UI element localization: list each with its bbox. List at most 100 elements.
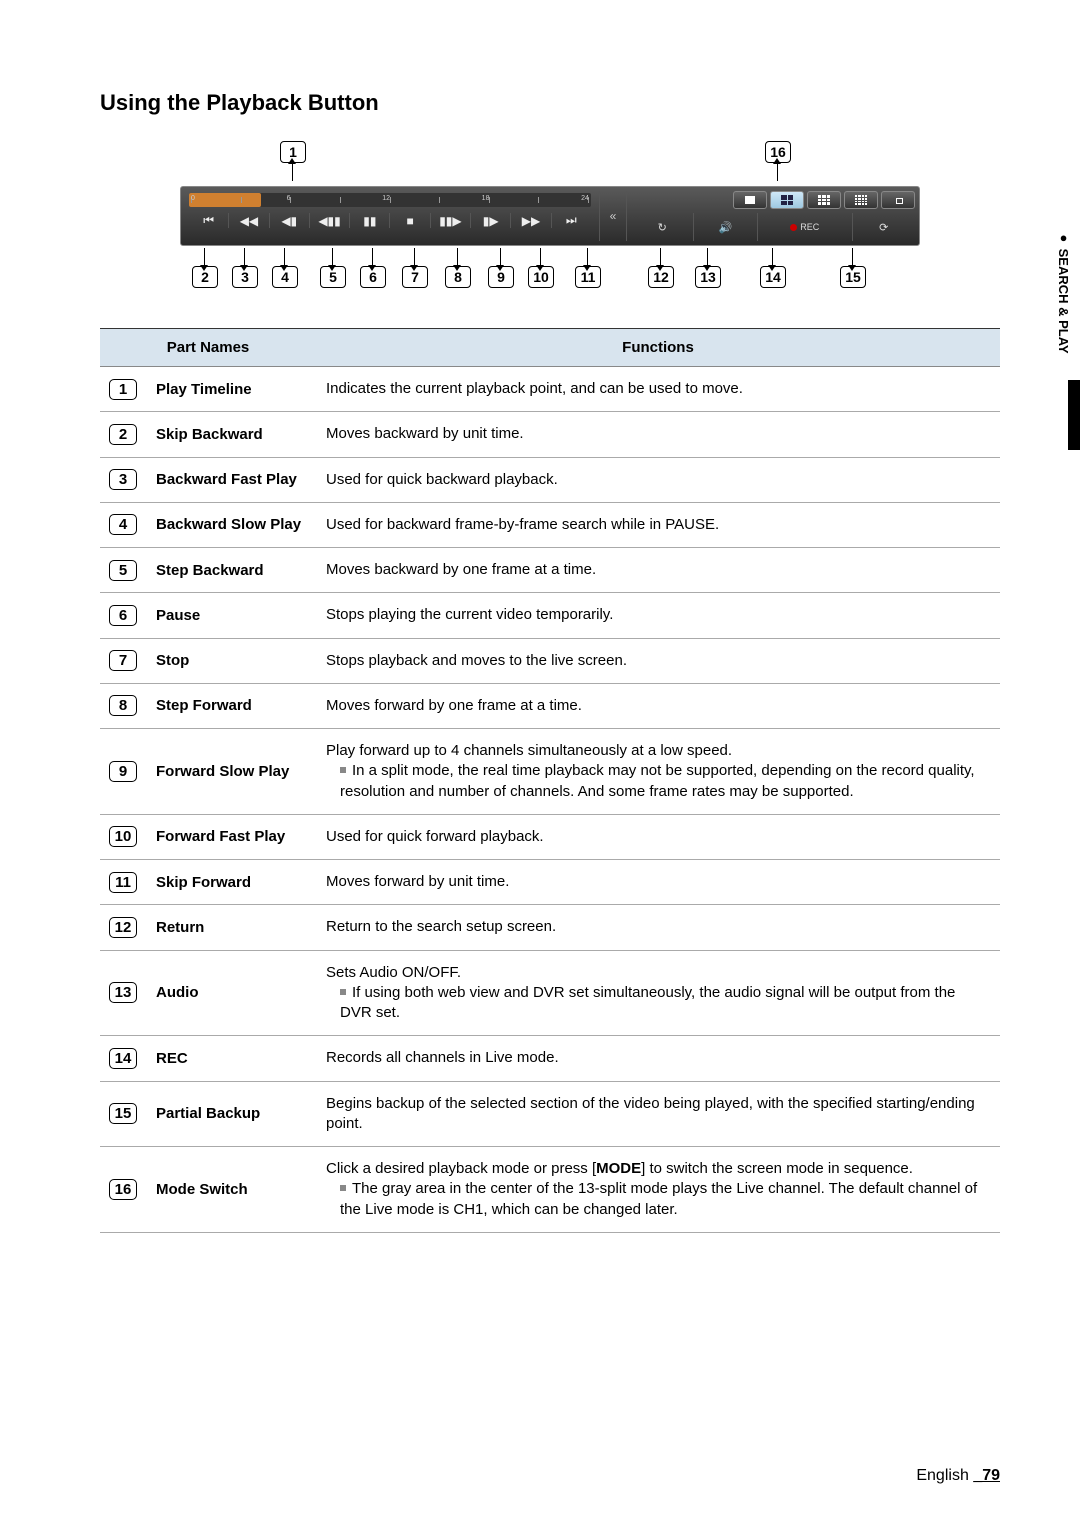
part-name: Play Timeline (146, 367, 316, 412)
function-desc: Moves forward by unit time. (316, 860, 1000, 905)
row-number: 5 (109, 560, 137, 581)
function-desc: Used for backward frame-by-frame search … (316, 502, 1000, 547)
callout-13: 13 (695, 266, 721, 288)
return-button[interactable]: ↻ (631, 213, 694, 241)
mode-16[interactable] (844, 191, 878, 209)
page-footer: English _79 (916, 1467, 1000, 1485)
partial-backup-button[interactable]: ⟳ (853, 213, 915, 241)
callout-11: 11 (575, 266, 601, 288)
table-row: 13 AudioSets Audio ON/OFF.If using both w… (100, 950, 1000, 1036)
part-name: Skip Backward (146, 412, 316, 457)
part-name: Return (146, 905, 316, 950)
part-name: Step Forward (146, 683, 316, 728)
callout-3: 3 (232, 266, 258, 288)
part-name: Stop (146, 638, 316, 683)
row-number: 4 (109, 514, 137, 535)
playback-diagram: 116 06121824 ⏮◀◀◀▮◀▮▮▮▮■▮▮▶▮▶▶▶⏭ « (180, 141, 920, 298)
table-row: 4Backward Slow PlayUsed for backward fra… (100, 502, 1000, 547)
function-desc: Moves backward by unit time. (316, 412, 1000, 457)
transport-btn-4[interactable]: ▮▮ (350, 213, 390, 228)
part-name: Mode Switch (146, 1147, 316, 1233)
callout-4: 4 (272, 266, 298, 288)
table-row: 16 Mode SwitchClick a desired playback mo… (100, 1147, 1000, 1233)
divider-icon: « (599, 191, 627, 241)
row-number: 3 (109, 469, 137, 490)
function-desc: Play forward up to 4 channels simultaneo… (316, 729, 1000, 815)
table-row: 2 Skip BackwardMoves backward by unit tim… (100, 412, 1000, 457)
audio-button[interactable]: 🔊 (694, 213, 757, 241)
callout-5: 5 (320, 266, 346, 288)
transport-btn-7[interactable]: ▮▶ (471, 213, 511, 228)
mode-4[interactable] (770, 191, 804, 209)
col-functions: Functions (316, 329, 1000, 367)
table-row: 10Forward Fast PlayUsed for quick forwar… (100, 814, 1000, 859)
part-name: Forward Fast Play (146, 814, 316, 859)
col-part-names: Part Names (100, 329, 316, 367)
function-desc: Indicates the current playback point, an… (316, 367, 1000, 412)
callout-8: 8 (445, 266, 471, 288)
play-timeline[interactable]: 06121824 (189, 193, 591, 207)
table-row: 1 Play TimelineIndicates the current play… (100, 367, 1000, 412)
callout-15: 15 (840, 266, 866, 288)
callout-2: 2 (192, 266, 218, 288)
table-row: 14 RECRecords all channels in Live mode. (100, 1036, 1000, 1081)
mode-1[interactable] (733, 191, 767, 209)
side-tab-label: ● SEARCH & PLAY (1050, 210, 1071, 354)
function-desc: Return to the search setup screen. (316, 905, 1000, 950)
row-number: 8 (109, 695, 137, 716)
transport-btn-9[interactable]: ⏭ (552, 213, 591, 228)
transport-btn-3[interactable]: ◀▮▮ (310, 213, 350, 228)
part-name: REC (146, 1036, 316, 1081)
section-heading: Using the Playback Button (100, 90, 1000, 116)
function-desc: Used for quick backward playback. (316, 457, 1000, 502)
row-number: 11 (109, 872, 137, 893)
table-row: 12 ReturnReturn to the search setup scree… (100, 905, 1000, 950)
callout-14: 14 (760, 266, 786, 288)
function-desc: Click a desired playback mode or press [… (316, 1147, 1000, 1233)
player-bar: 06121824 ⏮◀◀◀▮◀▮▮▮▮■▮▮▶▮▶▶▶⏭ « ↻ 🔊 REC ⟳ (180, 186, 920, 246)
mode-pip[interactable] (881, 191, 915, 209)
part-name: Step Backward (146, 548, 316, 593)
table-row: 3 Backward Fast PlayUsed for quick backwa… (100, 457, 1000, 502)
table-row: 8 Step ForwardMoves forward by one frame … (100, 683, 1000, 728)
row-number: 6 (109, 605, 137, 626)
table-row: 5Step BackwardMoves backward by one fram… (100, 548, 1000, 593)
transport-btn-0[interactable]: ⏮ (189, 213, 229, 228)
row-number: 15 (109, 1103, 137, 1124)
footer-lang: English (916, 1467, 968, 1484)
function-desc: Stops playing the current video temporar… (316, 593, 1000, 638)
part-name: Audio (146, 950, 316, 1036)
side-tab: ● SEARCH & PLAY (1050, 210, 1080, 460)
transport-btn-8[interactable]: ▶▶ (511, 213, 551, 228)
table-row: 9Forward Slow PlayPlay forward up to 4 c… (100, 729, 1000, 815)
part-name: Partial Backup (146, 1081, 316, 1147)
row-number: 12 (109, 917, 137, 938)
part-name: Pause (146, 593, 316, 638)
row-number: 16 (109, 1179, 137, 1200)
function-desc: Begins backup of the selected section of… (316, 1081, 1000, 1147)
rec-button[interactable]: REC (758, 213, 853, 241)
row-number: 10 (109, 826, 137, 847)
row-number: 2 (109, 424, 137, 445)
transport-btn-6[interactable]: ▮▮▶ (431, 213, 471, 228)
table-row: 6 PauseStops playing the current video te… (100, 593, 1000, 638)
row-number: 1 (109, 379, 137, 400)
transport-btn-2[interactable]: ◀▮ (270, 213, 310, 228)
function-desc: Stops playback and moves to the live scr… (316, 638, 1000, 683)
function-desc: Records all channels in Live mode. (316, 1036, 1000, 1081)
transport-btn-1[interactable]: ◀◀ (229, 213, 269, 228)
row-number: 13 (109, 982, 137, 1003)
function-desc: Moves forward by one frame at a time. (316, 683, 1000, 728)
part-name: Backward Fast Play (146, 457, 316, 502)
mode-switch-row (631, 191, 915, 209)
part-name: Forward Slow Play (146, 729, 316, 815)
row-number: 7 (109, 650, 137, 671)
mode-9[interactable] (807, 191, 841, 209)
table-row: 7 StopStops playback and moves to the liv… (100, 638, 1000, 683)
transport-btn-5[interactable]: ■ (390, 213, 430, 228)
part-name: Skip Forward (146, 860, 316, 905)
callout-7: 7 (402, 266, 428, 288)
row-number: 14 (109, 1048, 137, 1069)
callout-9: 9 (488, 266, 514, 288)
function-desc: Sets Audio ON/OFF.If using both web view… (316, 950, 1000, 1036)
